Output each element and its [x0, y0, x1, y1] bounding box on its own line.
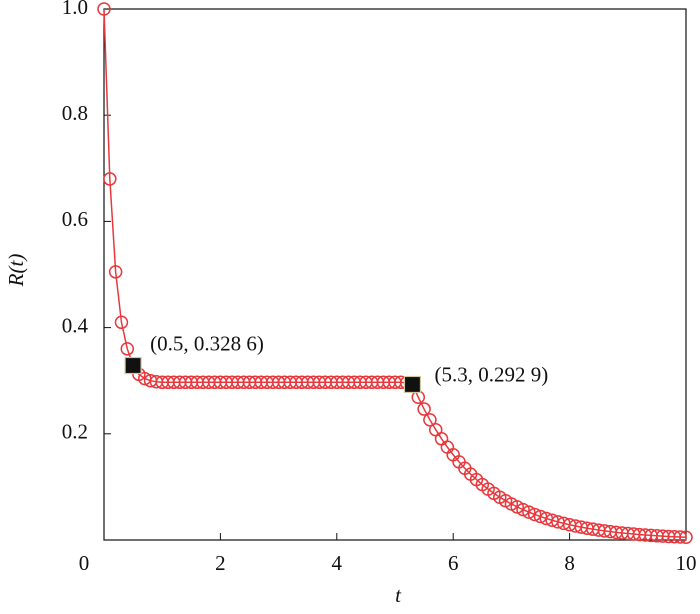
annotation: (0.5, 0.328 6) [150, 331, 264, 355]
marker-square [124, 356, 142, 375]
point [533, 509, 548, 524]
x-tick-label: 10 [676, 551, 697, 575]
y-tick-label: 0.6 [62, 207, 88, 231]
y-tick-label: 1.0 [62, 0, 88, 19]
x-tick-label: 0 [79, 551, 90, 575]
plot-frame [103, 8, 687, 541]
marker-square [403, 375, 422, 394]
y-tick-label: 0.8 [62, 101, 88, 125]
point [417, 402, 431, 416]
point [522, 505, 536, 519]
point [97, 2, 111, 16]
point [114, 315, 129, 330]
x-tick-label: 4 [332, 551, 343, 575]
x-tick-label: 8 [564, 551, 575, 575]
point [120, 342, 135, 356]
x-axis-label: t [395, 583, 402, 607]
point [103, 172, 117, 186]
y-tick-label: 0.4 [62, 313, 89, 337]
point [108, 265, 123, 279]
point [423, 413, 437, 427]
x-tick-label: 6 [448, 551, 459, 575]
y-axis-label: R(t) [4, 254, 28, 288]
annotation: (5.3, 0.292 9) [434, 362, 548, 386]
curve [103, 8, 687, 538]
y-tick-label: 0.2 [62, 420, 88, 444]
point [679, 530, 693, 544]
point [527, 507, 542, 522]
point [673, 530, 687, 544]
x-tick-label: 2 [215, 551, 226, 575]
point [516, 502, 530, 517]
